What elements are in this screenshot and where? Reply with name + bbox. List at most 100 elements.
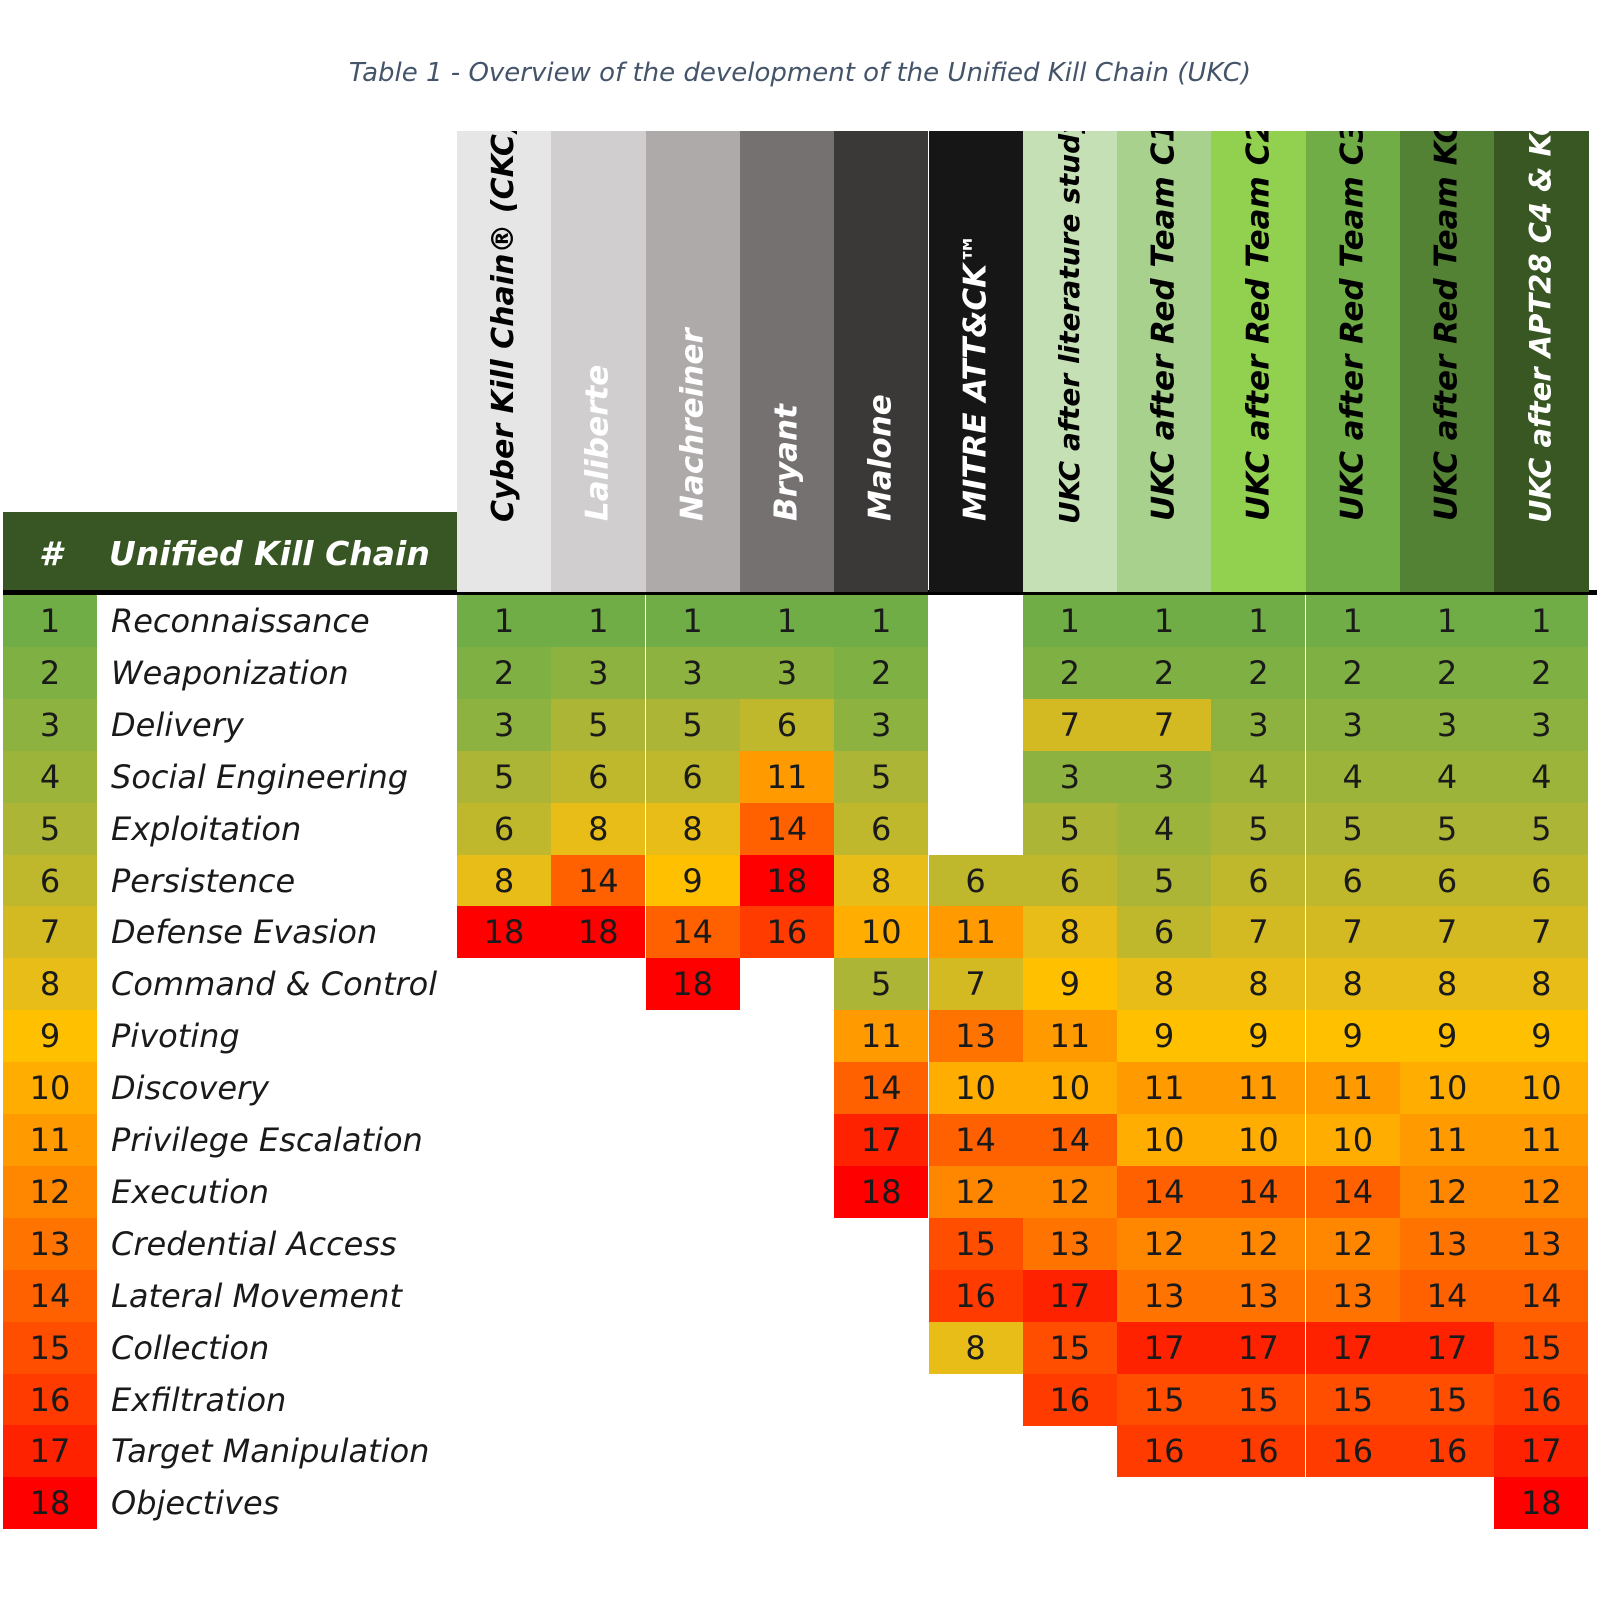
table-cell: 1	[1494, 595, 1589, 647]
table-cell: 15	[1305, 1373, 1400, 1426]
table-cell: 9	[1494, 1010, 1589, 1063]
table-cell: 6	[551, 750, 646, 803]
table-cell: 6	[1117, 906, 1212, 959]
table-cell: 2	[1117, 646, 1212, 699]
table-cell: 2	[1400, 646, 1494, 699]
table-cell: 14	[1305, 1165, 1400, 1218]
table-cell: 3	[1211, 698, 1306, 751]
table-cell: 16	[1211, 1425, 1306, 1478]
phase-name-defense-evasion: Defense Evasion	[97, 906, 457, 959]
hash-header: #	[39, 534, 62, 573]
table-cell: 17	[1305, 1321, 1400, 1374]
phase-name-lateral-movement: Lateral Movement	[97, 1269, 457, 1322]
table-cell: 6	[457, 802, 551, 855]
table-cell: 3	[1305, 698, 1400, 751]
table-cell: 7	[928, 958, 1023, 1011]
phase-number: 7	[3, 906, 97, 959]
table-cell: 17	[1494, 1425, 1589, 1478]
table-cell: 9	[1022, 958, 1117, 1011]
phase-name-collection: Collection	[97, 1321, 457, 1374]
table-cell: 16	[1305, 1425, 1400, 1478]
table-cell: 5	[645, 698, 740, 751]
table-cell: 15	[928, 1217, 1023, 1270]
table-cell: 1	[1117, 595, 1212, 647]
table-cell: 3	[1117, 750, 1212, 803]
table-cell: 10	[1305, 1114, 1400, 1166]
phase-number: 8	[3, 958, 97, 1011]
table-cell: 16	[1117, 1425, 1212, 1478]
column-header-3: Nachreiner	[645, 131, 740, 592]
table-cell: 12	[1117, 1217, 1212, 1270]
column-header-1: Cyber Kill Chain® (CKC)	[457, 131, 552, 592]
column-header-label: UKC after Red Team C1	[1145, 131, 1182, 521]
table-cell: 6	[1305, 854, 1400, 907]
table-cell: 8	[1400, 958, 1494, 1011]
table-cell: 5	[457, 750, 551, 803]
table-cell: 7	[1022, 698, 1117, 751]
phase-name-delivery: Delivery	[97, 698, 457, 751]
table-cell: 17	[1117, 1321, 1212, 1374]
table-cell: 13	[1022, 1217, 1117, 1270]
column-header-6: MITRE ATT&CK™	[928, 131, 1023, 592]
table-cell: 17	[834, 1114, 929, 1166]
table-cell: 5	[834, 958, 929, 1011]
table-cell: 1	[645, 595, 740, 647]
table-cell: 14	[551, 854, 646, 907]
table-cell: 6	[834, 802, 929, 855]
table-cell: 3	[551, 646, 646, 699]
table-cell: 1	[1022, 595, 1117, 647]
phase-number: 18	[3, 1477, 97, 1530]
table-cell: 1	[457, 595, 551, 647]
column-header-2: Laliberte	[551, 131, 646, 592]
table-cell: 1	[834, 595, 929, 647]
phase-name-credential-access: Credential Access	[97, 1217, 457, 1270]
table-cell: 18	[551, 906, 646, 959]
phase-name-objectives: Objectives	[97, 1477, 457, 1530]
table-cell: 16	[1400, 1425, 1494, 1478]
table-cell: 14	[645, 906, 740, 959]
table-cell: 10	[1494, 1062, 1589, 1115]
table-cell: 18	[834, 1165, 929, 1218]
table-cell: 13	[1305, 1269, 1400, 1322]
table-cell: 11	[1305, 1062, 1400, 1115]
column-header-label: Cyber Kill Chain® (CKC)	[486, 131, 522, 522]
table-cell: 6	[1400, 854, 1494, 907]
table-cell: 8	[1211, 958, 1306, 1011]
table-cell: 16	[928, 1269, 1023, 1322]
table-cell: 4	[1400, 750, 1494, 803]
table-cell: 2	[1022, 646, 1117, 699]
table-cell: 5	[1494, 802, 1589, 855]
column-header-label: UKC after APT28 C4 & KC	[1523, 131, 1558, 523]
table-cell: 8	[928, 1321, 1023, 1374]
table-cell: 3	[645, 646, 740, 699]
table-cell: 8	[1494, 958, 1589, 1011]
phase-name-reconnaissance: Reconnaissance	[97, 595, 457, 647]
column-header-label: UKC after Red Team C2	[1240, 131, 1277, 521]
table-cell: 8	[1305, 958, 1400, 1011]
table-cell: 18	[1494, 1477, 1589, 1530]
table-cell: 9	[1211, 1010, 1306, 1063]
phase-number: 11	[3, 1114, 97, 1166]
table-cell: 13	[1211, 1269, 1306, 1322]
table-cell: 1	[1211, 595, 1306, 647]
column-header-label: Laliberte	[579, 364, 616, 521]
table-cell: 3	[1400, 698, 1494, 751]
phase-number: 13	[3, 1217, 97, 1270]
table-cell: 18	[645, 958, 740, 1011]
column-header-label: Bryant	[768, 404, 805, 521]
table-cell: 3	[1022, 750, 1117, 803]
table-cell: 2	[1494, 646, 1589, 699]
column-header-label: Nachreiner	[674, 328, 711, 521]
table-cell: 7	[1305, 906, 1400, 959]
table-cell: 12	[1305, 1217, 1400, 1270]
table-cell: 9	[1117, 1010, 1212, 1063]
table-cell: 14	[1494, 1269, 1589, 1322]
table-cell: 9	[1400, 1010, 1494, 1063]
column-header-label: UKC after Red Team KC	[1428, 131, 1465, 521]
phase-name-execution: Execution	[97, 1165, 457, 1218]
table-cell: 5	[834, 750, 929, 803]
table-cell: 10	[1400, 1062, 1494, 1115]
table-cell: 4	[1305, 750, 1400, 803]
table-cell: 10	[1117, 1114, 1212, 1166]
table-cell: 10	[1211, 1114, 1306, 1166]
